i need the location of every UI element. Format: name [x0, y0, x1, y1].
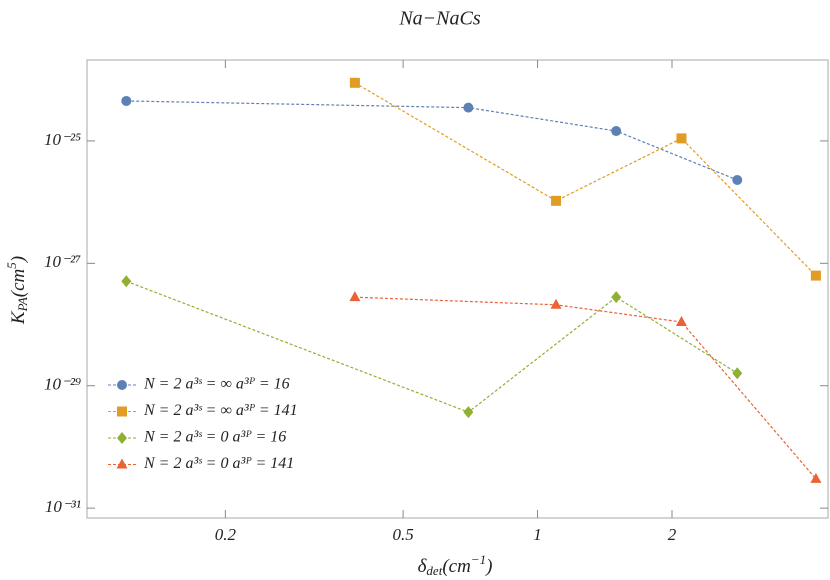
- legend-label: N = 2 a³ˢ = 0 a³ᴾ = 16: [143, 429, 286, 446]
- x-axis-label: δdet(cm−1): [418, 552, 493, 578]
- legend-label: N = 2 a³ˢ = 0 a³ᴾ = 141: [143, 455, 294, 472]
- y-label-part: PA: [15, 297, 30, 312]
- y-axis-label: KPA(cm5): [4, 256, 30, 325]
- series-line: [126, 280, 738, 413]
- point: [611, 126, 622, 137]
- y-label-part: ): [8, 256, 29, 263]
- x-label-part: δ: [418, 556, 428, 577]
- x-label-part: ): [485, 556, 492, 577]
- point: [463, 406, 474, 419]
- x-tick-label: 0.2: [215, 525, 237, 544]
- y-tick-label: 10⁻²⁵: [44, 130, 81, 149]
- point: [810, 472, 822, 483]
- point: [611, 291, 622, 304]
- point: [349, 77, 360, 88]
- x-tick-label: 1: [533, 525, 542, 544]
- series-line: [126, 100, 738, 181]
- y-tick-label: 10⁻³¹: [45, 497, 81, 516]
- point: [810, 270, 821, 281]
- series-line: [354, 82, 817, 277]
- series-line: [354, 296, 817, 480]
- point: [675, 315, 687, 326]
- point: [121, 275, 132, 288]
- x-label-part: (cm: [442, 556, 470, 577]
- x-label-part: det: [426, 563, 442, 578]
- legend-label: N = 2 a³ˢ = ∞ a³ᴾ = 141: [143, 402, 298, 419]
- legend-label: N = 2 a³ˢ = ∞ a³ᴾ = 16: [143, 376, 290, 393]
- x-tick-label: 2: [668, 525, 677, 544]
- point: [551, 195, 562, 206]
- legend-marker: [117, 406, 127, 417]
- legend-marker: [117, 380, 127, 390]
- y-label-part: K: [8, 310, 29, 325]
- x-tick-label: 0.5: [392, 525, 413, 544]
- chart-title: Na−NaCs: [398, 8, 481, 30]
- point: [463, 102, 474, 113]
- point: [732, 174, 743, 185]
- y-label-part: (cm: [8, 269, 29, 297]
- y-tick-label: 10⁻²⁷: [44, 252, 81, 271]
- point: [349, 291, 361, 302]
- point: [550, 298, 562, 309]
- legend-marker: [117, 432, 127, 444]
- point: [121, 95, 132, 106]
- y-label-part: 5: [4, 262, 19, 269]
- x-label-part: −1: [471, 552, 486, 567]
- legend-marker: [116, 458, 128, 469]
- plot-frame: [86, 59, 829, 519]
- point: [732, 367, 743, 380]
- y-tick-label: 10⁻²⁹: [44, 375, 81, 394]
- point: [676, 133, 687, 144]
